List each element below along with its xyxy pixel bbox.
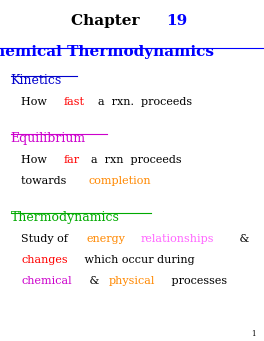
Text: Thermodynamics: Thermodynamics: [11, 211, 119, 224]
Text: &: &: [236, 234, 249, 243]
Text: towards: towards: [21, 176, 73, 186]
Text: energy: energy: [86, 234, 125, 243]
Text: &: &: [86, 276, 103, 286]
Text: How: How: [21, 97, 54, 107]
Text: chemical: chemical: [21, 276, 72, 286]
Text: a  rxn  proceeds: a rxn proceeds: [84, 155, 182, 165]
Text: Chemical Thermodynamics: Chemical Thermodynamics: [0, 45, 214, 59]
Text: fast: fast: [64, 97, 84, 107]
Text: processes: processes: [168, 276, 227, 286]
Text: completion: completion: [89, 176, 151, 186]
Text: Chapter: Chapter: [71, 14, 144, 28]
Text: Study of: Study of: [21, 234, 72, 243]
Text: physical: physical: [108, 276, 155, 286]
Text: 1: 1: [252, 330, 256, 338]
Text: changes: changes: [21, 255, 68, 265]
Text: which occur during: which occur during: [81, 255, 195, 265]
Text: a  rxn.  proceeds: a rxn. proceeds: [91, 97, 192, 107]
Text: far: far: [64, 155, 80, 165]
Text: Kinetics: Kinetics: [11, 74, 62, 87]
Text: relationships: relationships: [141, 234, 214, 243]
Text: 19: 19: [166, 14, 187, 28]
Text: How: How: [21, 155, 54, 165]
Text: Equilibrium: Equilibrium: [11, 132, 86, 145]
